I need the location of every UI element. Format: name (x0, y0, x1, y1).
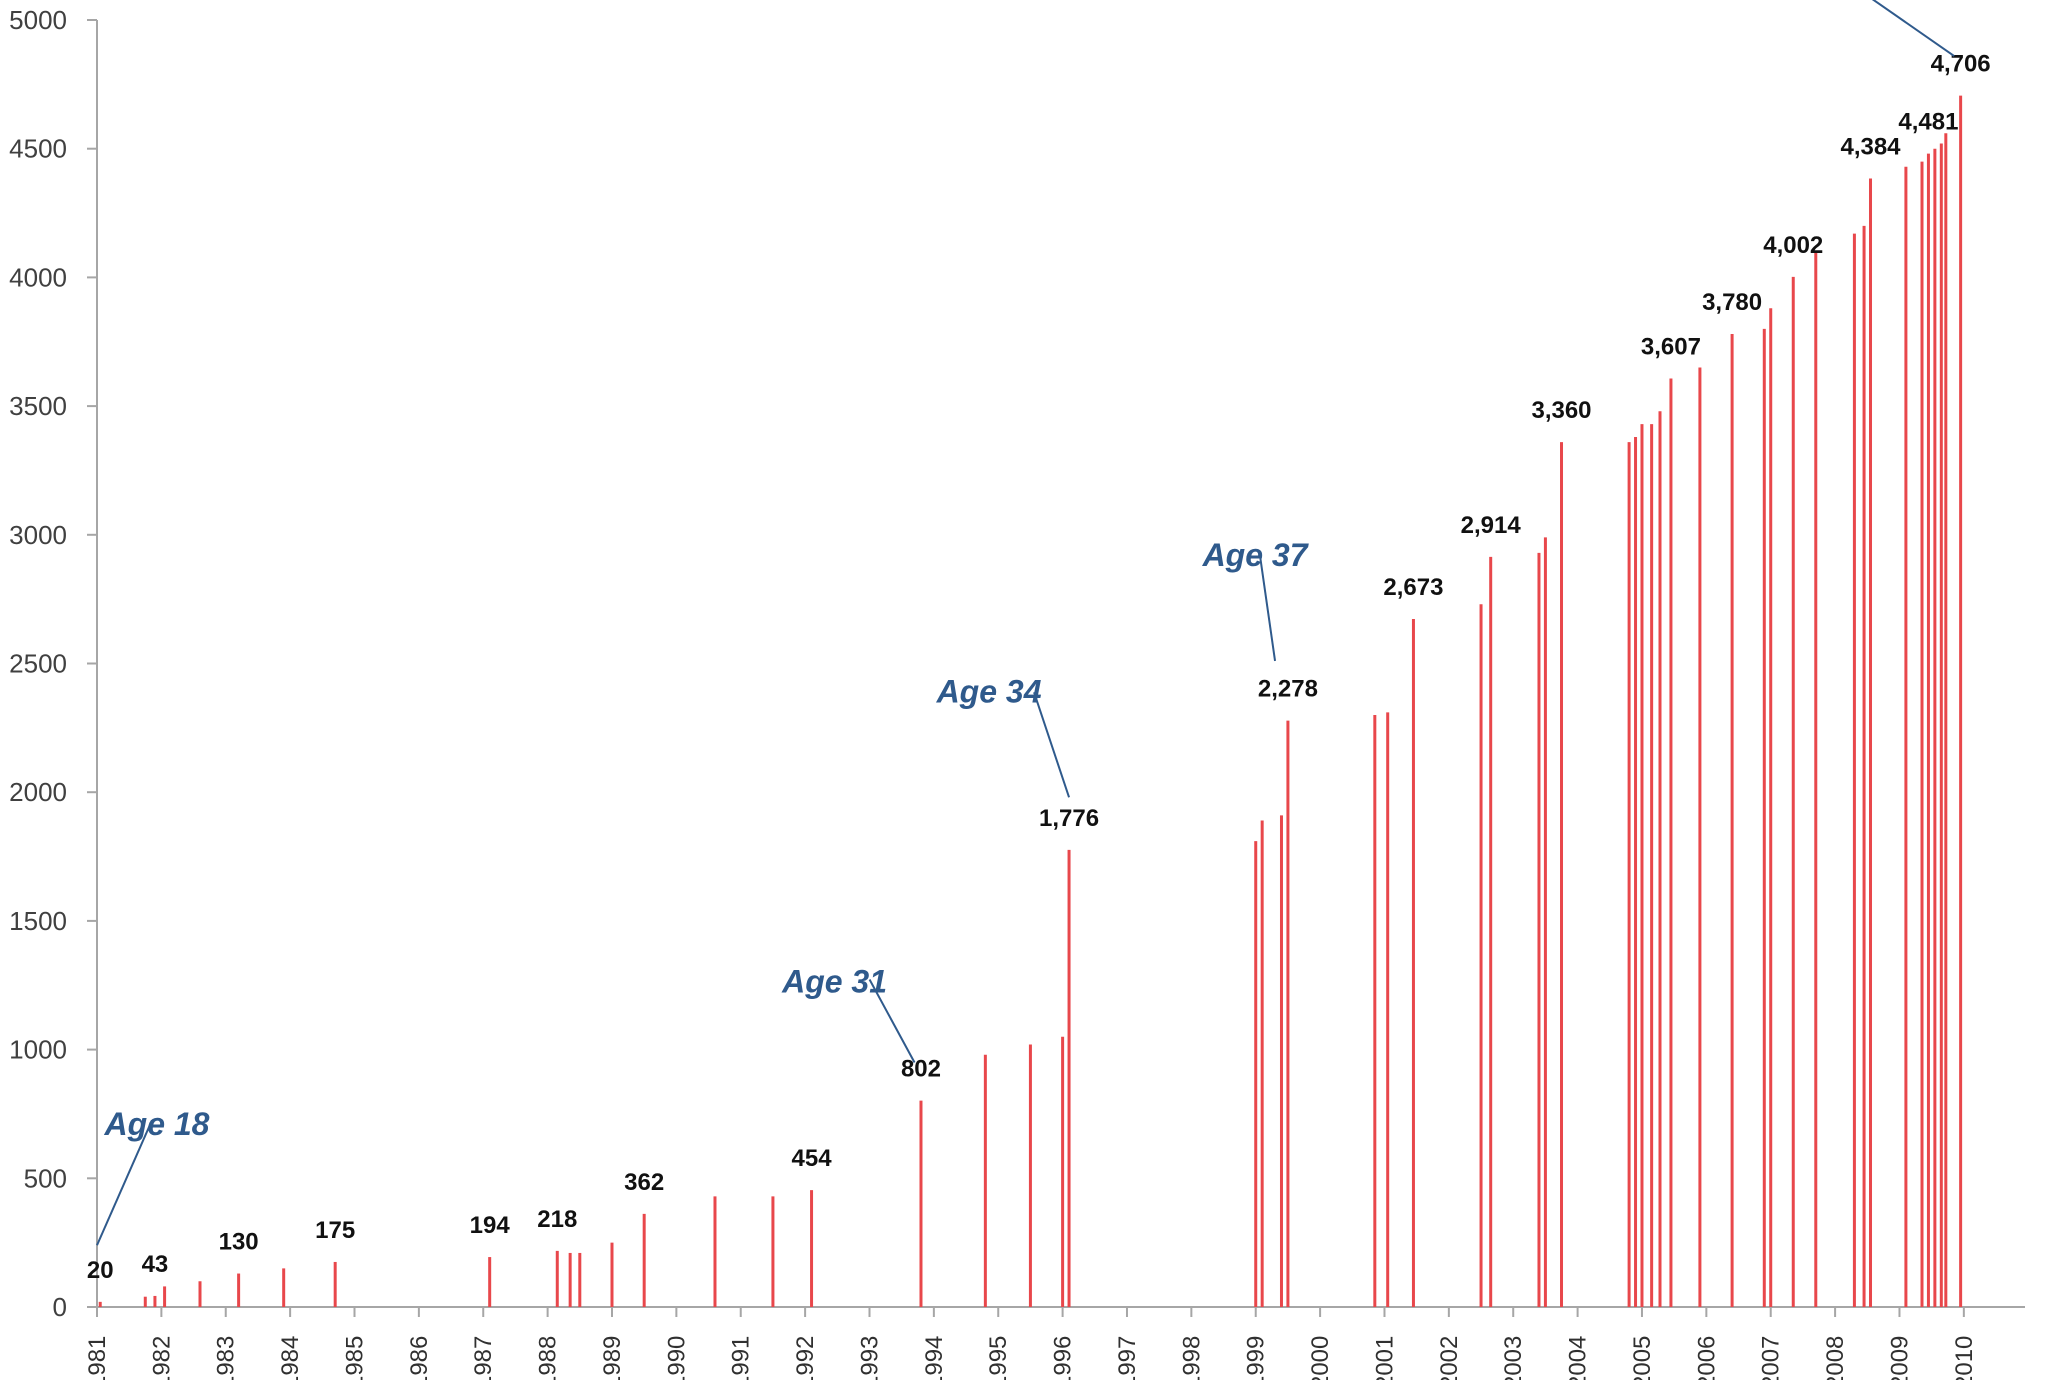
data-label: 3,780 (1702, 289, 1762, 316)
data-labels: 20 43 130 175 194 218 362 454 802 1,776 2,278 2,673… (87, 51, 1991, 1284)
x-tick-label: 2003 (1500, 1336, 1527, 1380)
x-tick-label: 1998 (1178, 1336, 1205, 1380)
data-label: 4,384 (1840, 134, 1901, 161)
data-label: 4,481 (1898, 109, 1958, 136)
annotation-label: Age 18 (104, 1106, 210, 1142)
x-tick-label: 1999 (1243, 1336, 1270, 1380)
y-tick-label: 4000 (9, 262, 67, 292)
annotation-leader-line (1259, 555, 1277, 662)
x-tick-label: 1986 (406, 1336, 433, 1380)
data-label: 4,706 (1931, 51, 1991, 78)
x-tick-label: 1983 (213, 1336, 240, 1380)
x-tick-label: 1996 (1050, 1336, 1077, 1380)
bars (98, 95, 1963, 1307)
x-tick-label: 2002 (1436, 1336, 1463, 1380)
data-label: 130 (219, 1229, 259, 1256)
x-tick-label: 1995 (985, 1336, 1012, 1380)
x-tick-label: 1984 (277, 1336, 304, 1380)
y-tick-label: 1500 (9, 906, 67, 936)
annotation-label: Age 37 (1202, 537, 1310, 573)
annotation-label: Age 34 (936, 673, 1042, 709)
data-label: 3,607 (1641, 334, 1701, 361)
annotation-leader-line (1033, 692, 1070, 798)
x-tick-label: 1982 (148, 1336, 175, 1380)
x-tick-label: 2010 (1951, 1336, 1978, 1380)
y-tick-label: 2500 (9, 649, 67, 679)
data-label: 2,914 (1461, 512, 1522, 539)
x-tick-label: 1989 (599, 1336, 626, 1380)
data-label: 175 (315, 1217, 355, 1244)
y-tick-label: 3000 (9, 520, 67, 550)
x-tick-label: 1993 (856, 1336, 883, 1380)
x-tick-label: 1985 (341, 1336, 368, 1380)
x-tick-label: 1990 (663, 1336, 690, 1380)
y-tick-label: 3500 (9, 391, 67, 421)
x-tick-label: 1988 (535, 1336, 562, 1380)
data-label: 802 (901, 1056, 941, 1083)
x-tick-label: 1992 (792, 1336, 819, 1380)
x-tick-label: 2004 (1565, 1336, 1592, 1380)
x-tick-label: 1991 (728, 1336, 755, 1380)
annotation-leader-line (96, 1119, 153, 1246)
x-tick-label: 2001 (1371, 1336, 1398, 1380)
y-axis: 0 500 1000 1500 2000 2500 3000 3500 4000 4500 5000 (9, 5, 98, 1322)
data-label: 20 (87, 1257, 114, 1284)
x-tick-label: 2009 (1886, 1336, 1913, 1380)
x-tick-label: 2006 (1693, 1336, 1720, 1380)
x-axis: 1981 1982 1983 1984 1985 1986 1987 1988 1989 1990… (84, 1306, 2025, 1380)
y-tick-label: 0 (53, 1292, 67, 1322)
y-tick-label: 5000 (9, 5, 67, 35)
data-label: 362 (624, 1169, 664, 1196)
data-label: 1,776 (1039, 805, 1099, 832)
data-label: 454 (792, 1145, 833, 1172)
y-tick-label: 1000 (9, 1035, 67, 1065)
x-tick-label: 1987 (470, 1336, 497, 1380)
x-tick-label: 2008 (1822, 1336, 1849, 1380)
x-tick-label: 1997 (1114, 1336, 1141, 1380)
y-tick-label: 500 (24, 1163, 67, 1193)
data-label: 218 (537, 1206, 577, 1233)
x-tick-label: 2007 (1758, 1336, 1785, 1380)
data-label: 2,673 (1383, 574, 1443, 601)
data-label: 4,002 (1763, 232, 1823, 259)
y-tick-label: 2000 (9, 777, 67, 807)
data-label: 43 (142, 1251, 169, 1278)
x-tick-label: 2005 (1629, 1336, 1656, 1380)
x-tick-label: 2000 (1307, 1336, 1334, 1380)
annotation-leader-line (1871, 0, 1955, 57)
x-tick-label: 1994 (921, 1336, 948, 1380)
y-tick-label: 4500 (9, 134, 67, 164)
annotation-label: Age 31 (781, 963, 887, 999)
data-label: 194 (470, 1212, 511, 1239)
data-label: 2,278 (1258, 676, 1318, 703)
x-tick-label: 1981 (84, 1336, 111, 1380)
annotation-leader-line (868, 978, 916, 1063)
data-label: 3,360 (1531, 397, 1591, 424)
